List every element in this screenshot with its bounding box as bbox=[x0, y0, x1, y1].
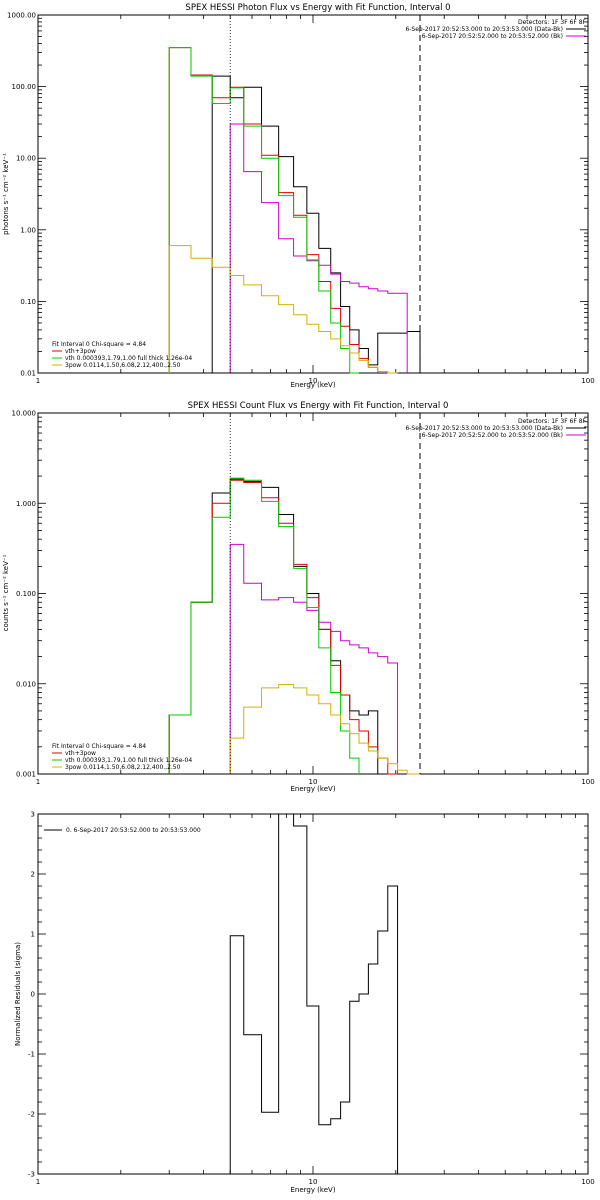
series-total bbox=[168, 47, 379, 373]
series-residuals bbox=[229, 813, 399, 1174]
legend-entry-thermal: vth 0.000393,1.79,1.00 full thick 1.26e-… bbox=[65, 757, 192, 764]
series-powerlaw bbox=[229, 684, 421, 775]
interval-markers bbox=[229, 15, 421, 373]
y-axis-label: counts s⁻¹ cm⁻² keV⁻¹ bbox=[2, 554, 10, 631]
legend-entry-data: 6-Sep-2017 20:52:53.000 to 20:53:53.000 … bbox=[405, 26, 563, 33]
x-tick-label: 1 bbox=[36, 778, 40, 786]
x-tick-label: 100 bbox=[581, 377, 594, 385]
y-axis-label: Normalized Residuals (sigma) bbox=[14, 942, 22, 1046]
count-flux-panel: SPEX HESSI Count Flux vs Energy with Fit… bbox=[2, 401, 595, 793]
y-tick-label: 1 bbox=[31, 931, 35, 939]
legend-bottom: Fit Interval 0 Chi-square = 4.84 vth+3po… bbox=[52, 743, 192, 771]
series-thermal bbox=[168, 47, 360, 374]
y-tick-label: 0.100 bbox=[16, 590, 36, 598]
y-tick-label: 1.000 bbox=[16, 500, 36, 508]
x-tick-label: 10 bbox=[309, 778, 318, 786]
series-total bbox=[168, 479, 398, 775]
legend-entry-bk: 6-Sep-2017 20:52:52.000 to 20:53:52.000 … bbox=[422, 432, 563, 439]
x-tick-label: 100 bbox=[581, 778, 594, 786]
legend-entry-data: 6-Sep-2017 20:52:53.000 to 20:53:53.000 … bbox=[405, 425, 563, 432]
x-tick-label: 100 bbox=[581, 1178, 594, 1186]
legend-entry-total: vth+3pow bbox=[65, 750, 96, 757]
y-tick-label: -2 bbox=[28, 1111, 35, 1119]
series-data bbox=[168, 478, 379, 774]
y-tick-label: 1.00 bbox=[20, 226, 36, 234]
x-tick-label: 10 bbox=[309, 377, 318, 385]
data-series bbox=[168, 477, 421, 775]
series-bk bbox=[229, 123, 408, 373]
axis-ticks: 1 10 100 0.001 0.010 0.100 1.000 10.000 bbox=[12, 410, 595, 787]
interval-markers bbox=[229, 413, 421, 774]
plot-frame bbox=[37, 813, 589, 1175]
series-data bbox=[211, 75, 421, 373]
legend-entry-powerlaw: 3pow 0.0114,1.50,6.08,2.12,400.,2.50 bbox=[65, 362, 181, 369]
x-axis-label: Energy (keV) bbox=[290, 381, 335, 389]
chart-title: SPEX HESSI Count Flux vs Energy with Fit… bbox=[188, 401, 449, 411]
legend-entry-bk: 6-Sep-2017 20:52:52.000 to 20:53:52.000 … bbox=[422, 33, 563, 40]
y-tick-label: 0 bbox=[31, 991, 35, 999]
y-tick-label: 2 bbox=[31, 871, 35, 879]
series-powerlaw bbox=[168, 245, 398, 374]
residuals-panel: 1 10 100 -3 -2 -1 0 1 2 3 Normalized Residuals (s… bbox=[14, 811, 595, 1195]
legend-entry-powerlaw: 3pow 0.0114,1.50,6.08,2.12,400.,2.50 bbox=[65, 764, 181, 771]
data-series bbox=[168, 47, 421, 374]
y-tick-label: 0.001 bbox=[16, 771, 36, 779]
chart-title: SPEX HESSI Photon Flux vs Energy with Fi… bbox=[185, 3, 450, 13]
x-tick-label: 1 bbox=[36, 377, 40, 385]
axis-ticks: 1 10 100 0.01 0.10 1.00 10.00 100.00 1000.00 bbox=[7, 12, 595, 386]
series-thermal bbox=[168, 477, 360, 774]
fit-header: Fit Interval 0 Chi-square = 4.84 bbox=[52, 341, 146, 348]
y-tick-label: 10.00 bbox=[16, 155, 36, 163]
plot-frame bbox=[37, 14, 589, 374]
legend-entry-total: vth+3pow bbox=[65, 348, 96, 355]
legend-bottom: Fit Interval 0 Chi-square = 4.84 vth+3po… bbox=[52, 341, 192, 369]
detectors-label: Detectors: 1F 3F 6F 8F bbox=[518, 418, 587, 425]
detectors-label: Detectors: 1F 3F 6F 8F bbox=[518, 19, 587, 26]
y-tick-label: 100.00 bbox=[12, 83, 37, 91]
legend-top: 0. 6-Sep-2017 20:53:52.000 to 20:53:53.0… bbox=[44, 827, 201, 834]
legend-entry-thermal: vth 0.000393,1.79,1.00 full thick 1.26e-… bbox=[65, 355, 192, 362]
series-bk bbox=[229, 543, 399, 774]
y-axis-label: photons s⁻¹ cm⁻² keV⁻¹ bbox=[2, 153, 10, 235]
legend-entry-residuals: 0. 6-Sep-2017 20:53:52.000 to 20:53:53.0… bbox=[66, 827, 201, 834]
y-tick-label: 10.000 bbox=[12, 410, 37, 418]
photon-flux-panel: SPEX HESSI Photon Flux vs Energy with Fi… bbox=[2, 3, 595, 389]
x-tick-label: 1 bbox=[36, 1178, 40, 1186]
x-axis-label: Energy (keV) bbox=[290, 785, 335, 793]
y-tick-label: -1 bbox=[28, 1051, 35, 1059]
y-tick-label: 1000.00 bbox=[7, 12, 36, 20]
y-tick-label: -3 bbox=[28, 1171, 35, 1179]
y-tick-label: 3 bbox=[31, 811, 35, 819]
y-tick-label: 0.01 bbox=[20, 370, 36, 378]
legend-top: Detectors: 1F 3F 6F 8F 6-Sep-2017 20:52:… bbox=[405, 19, 586, 40]
legend-top: Detectors: 1F 3F 6F 8F 6-Sep-2017 20:52:… bbox=[405, 418, 586, 439]
x-axis-label: Energy (keV) bbox=[290, 1186, 335, 1194]
y-tick-label: 0.010 bbox=[16, 680, 36, 688]
y-tick-label: 0.10 bbox=[20, 298, 36, 306]
data-series bbox=[229, 813, 399, 1174]
axis-ticks: 1 10 100 -3 -2 -1 0 1 2 3 bbox=[28, 811, 595, 1187]
fit-header: Fit Interval 0 Chi-square = 4.84 bbox=[52, 743, 146, 750]
x-tick-label: 10 bbox=[309, 1178, 318, 1186]
